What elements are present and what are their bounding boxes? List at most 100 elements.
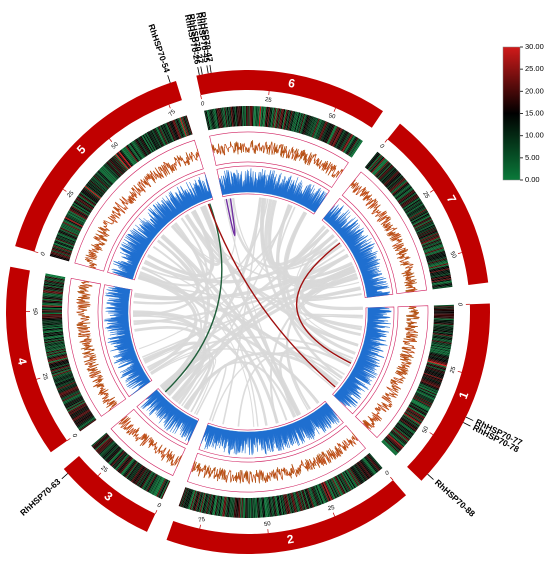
heatmap-cell bbox=[180, 116, 189, 137]
heatmap-cell bbox=[433, 325, 454, 328]
heatmap-cell bbox=[42, 315, 63, 317]
heatmap-cell bbox=[277, 108, 282, 129]
heatmap-cell bbox=[433, 328, 454, 332]
heatmap-cell bbox=[185, 115, 193, 135]
heatmap-cell bbox=[108, 448, 123, 464]
heatmap-cell bbox=[414, 221, 434, 231]
heatmap-cell bbox=[63, 394, 82, 405]
heatmap-cell bbox=[55, 237, 75, 247]
heatmap-cell bbox=[360, 459, 374, 477]
heatmap-cell bbox=[388, 176, 404, 191]
heatmap-cell bbox=[391, 180, 408, 195]
heatmap-cell bbox=[56, 381, 76, 391]
heatmap-cell bbox=[332, 128, 344, 148]
heatmap-cell bbox=[232, 497, 235, 518]
heatmap-cell bbox=[59, 386, 79, 396]
chromosome-label: 4 bbox=[15, 357, 30, 367]
heatmap-cell bbox=[384, 171, 400, 187]
heatmap-cell bbox=[50, 253, 70, 261]
heatmap-cell bbox=[432, 335, 453, 340]
heatmap-cell bbox=[293, 492, 300, 512]
heatmap-cell bbox=[392, 428, 409, 443]
heatmap-cell bbox=[149, 475, 161, 494]
heatmap-cell bbox=[283, 109, 290, 130]
heatmap-cell bbox=[243, 497, 246, 518]
chromosome-band bbox=[387, 123, 489, 285]
position-tick bbox=[168, 104, 171, 109]
link bbox=[164, 203, 223, 393]
heatmap-cell bbox=[253, 106, 255, 127]
heatmap-cell bbox=[66, 399, 85, 410]
heatmap-cell bbox=[333, 476, 344, 496]
heatmap-cell bbox=[424, 247, 444, 255]
background-link bbox=[133, 210, 213, 317]
heatmap-cell bbox=[115, 454, 130, 471]
heatmap-cell bbox=[349, 139, 362, 157]
heatmap-cell bbox=[226, 106, 230, 127]
heatmap-cell bbox=[176, 118, 185, 138]
heatmap-cell bbox=[430, 271, 451, 277]
heatmap-cell bbox=[77, 195, 95, 209]
heatmap-cell bbox=[266, 107, 271, 128]
heatmap-cell bbox=[345, 469, 357, 488]
heatmap-cell bbox=[304, 488, 312, 509]
heatmap-cell bbox=[92, 434, 109, 449]
heatmap-cell bbox=[314, 485, 323, 505]
heatmap-cell bbox=[417, 226, 437, 237]
background-link bbox=[233, 197, 360, 290]
heatmap-cell bbox=[57, 382, 77, 392]
heatmap-cell bbox=[236, 106, 240, 127]
heatmap-cell bbox=[343, 135, 356, 154]
position-tick bbox=[109, 138, 113, 142]
heatmap-cell bbox=[310, 486, 319, 506]
heatmap-cell bbox=[411, 398, 431, 410]
heatmap-cell bbox=[416, 224, 436, 235]
heatmap-cell bbox=[242, 497, 245, 518]
heatmap-cell bbox=[350, 140, 363, 158]
heatmap-cell bbox=[255, 106, 258, 127]
heatmap-cell bbox=[421, 237, 441, 246]
line-track-shadow bbox=[211, 140, 343, 178]
heatmap-cell bbox=[185, 489, 194, 509]
heatmap-cell bbox=[432, 283, 453, 288]
heatmap-cell bbox=[209, 494, 215, 515]
heatmap-cell bbox=[181, 116, 190, 136]
heatmap-track bbox=[204, 106, 363, 158]
heatmap-cell bbox=[105, 162, 121, 178]
heatmap-cell bbox=[412, 396, 432, 408]
track-frame bbox=[187, 425, 366, 493]
heatmap-cell bbox=[46, 350, 67, 356]
heatmap-cell bbox=[45, 346, 66, 351]
heatmap-cell bbox=[178, 487, 187, 507]
heatmap-cell bbox=[352, 465, 365, 483]
heatmap-cell bbox=[144, 133, 156, 152]
heatmap-cell bbox=[427, 258, 448, 265]
heatmap-cell bbox=[74, 199, 93, 212]
heatmap-cell bbox=[55, 236, 75, 245]
heatmap-cell bbox=[152, 128, 163, 148]
heatmap-cell bbox=[112, 156, 127, 172]
heatmap-cell bbox=[404, 201, 423, 213]
heatmap-cell bbox=[93, 435, 110, 450]
heatmap-cell bbox=[136, 137, 149, 156]
heatmap-cell bbox=[229, 497, 233, 518]
heatmap-cell bbox=[379, 166, 395, 182]
heatmap-cell bbox=[60, 389, 80, 400]
heatmap-cell bbox=[406, 407, 425, 420]
heatmap-cell bbox=[56, 380, 76, 389]
heatmap-cell bbox=[403, 412, 422, 425]
heatmap-cell bbox=[135, 467, 148, 486]
heatmap-cell bbox=[423, 373, 443, 382]
background-link bbox=[134, 325, 207, 405]
background-link bbox=[269, 270, 356, 424]
heatmap-cell bbox=[71, 408, 90, 420]
position-tick-label: 0 bbox=[200, 101, 205, 108]
heatmap-cell bbox=[386, 435, 402, 451]
heatmap-cell bbox=[245, 106, 248, 127]
heatmap-cell bbox=[68, 210, 87, 221]
heatmap-cell bbox=[370, 156, 385, 173]
heatmap-cell bbox=[432, 337, 453, 342]
heatmap-cell bbox=[419, 383, 439, 393]
heatmap-cell bbox=[58, 230, 78, 240]
heatmap-cell bbox=[301, 114, 309, 135]
